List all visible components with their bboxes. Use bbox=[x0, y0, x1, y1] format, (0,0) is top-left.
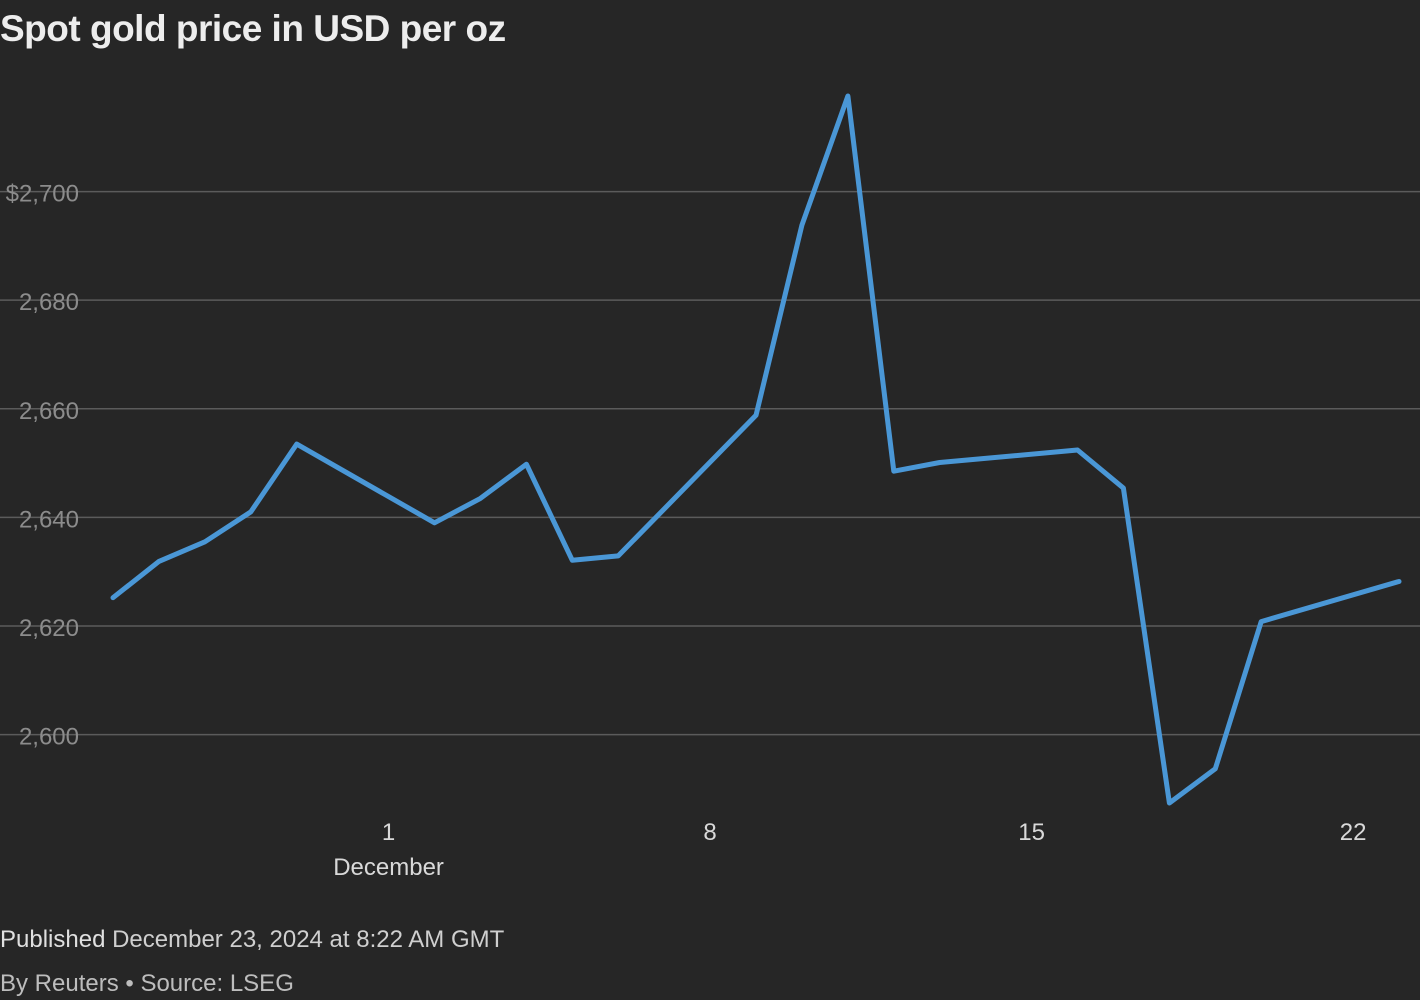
data-point-2024-12-13 bbox=[937, 460, 942, 465]
y-tick-label-2640: 2,640 bbox=[19, 506, 79, 533]
data-point-2024-12-02 bbox=[432, 520, 437, 525]
data-point-2024-12-20 bbox=[1259, 619, 1264, 624]
data-point-2024-12-12 bbox=[891, 469, 896, 474]
x-axis-tick-labels: 1 December 8 15 22 bbox=[333, 819, 1366, 881]
series-group bbox=[110, 93, 1402, 806]
data-point-2024-11-27 bbox=[202, 539, 207, 544]
x-tick-label-15: 15 bbox=[1018, 819, 1045, 846]
data-point-2024-12-16 bbox=[1075, 448, 1080, 453]
data-point-2024-12-09 bbox=[754, 413, 759, 418]
data-point-2024-12-17 bbox=[1121, 486, 1126, 491]
grid-lines bbox=[0, 190, 1420, 736]
y-tick-label-2600: 2,600 bbox=[19, 724, 79, 751]
data-point-2024-12-18 bbox=[1167, 801, 1172, 806]
y-tick-label-2700: $2,700 bbox=[6, 181, 79, 208]
published-line: Published December 23, 2024 at 8:22 AM G… bbox=[0, 926, 504, 954]
published-label: Published bbox=[0, 926, 106, 953]
series-line-0 bbox=[110, 93, 1402, 806]
y-tick-label-2660: 2,660 bbox=[19, 398, 79, 425]
y-tick-label-2680: 2,680 bbox=[19, 289, 79, 316]
x-tick-label-8: 8 bbox=[703, 819, 716, 846]
published-date: December 23, 2024 at 8:22 AM GMT bbox=[112, 926, 505, 953]
data-point-2024-12-03 bbox=[478, 496, 483, 501]
credit-line: By Reuters • Source: LSEG bbox=[0, 970, 294, 997]
chart-title: Spot gold price in USD per oz bbox=[0, 8, 506, 49]
line-chart: 2,600 2,620 2,640 2,660 2,680 $2,700 1 Decembe… bbox=[0, 93, 1420, 881]
x-tick-sublabel-december: December bbox=[333, 854, 444, 881]
data-point-2024-11-28 bbox=[248, 509, 253, 514]
data-point-2024-12-19 bbox=[1213, 766, 1218, 771]
data-point-2024-11-25 bbox=[111, 595, 116, 600]
y-tick-label-2620: 2,620 bbox=[19, 615, 79, 642]
x-tick-label-22: 22 bbox=[1340, 819, 1367, 846]
data-point-2024-12-06 bbox=[616, 553, 621, 558]
data-point-2024-12-10 bbox=[799, 223, 804, 228]
data-point-2024-11-26 bbox=[156, 559, 161, 564]
data-point-2024-12-11 bbox=[845, 94, 850, 99]
data-point-2024-11-29 bbox=[294, 442, 299, 447]
data-point-2024-12-23 bbox=[1397, 579, 1402, 584]
data-point-2024-12-04 bbox=[524, 462, 529, 467]
data-point-2024-12-05 bbox=[570, 558, 575, 563]
y-axis-tick-labels: 2,600 2,620 2,640 2,660 2,680 $2,700 bbox=[6, 181, 79, 751]
x-tick-label-1: 1 bbox=[382, 819, 395, 846]
